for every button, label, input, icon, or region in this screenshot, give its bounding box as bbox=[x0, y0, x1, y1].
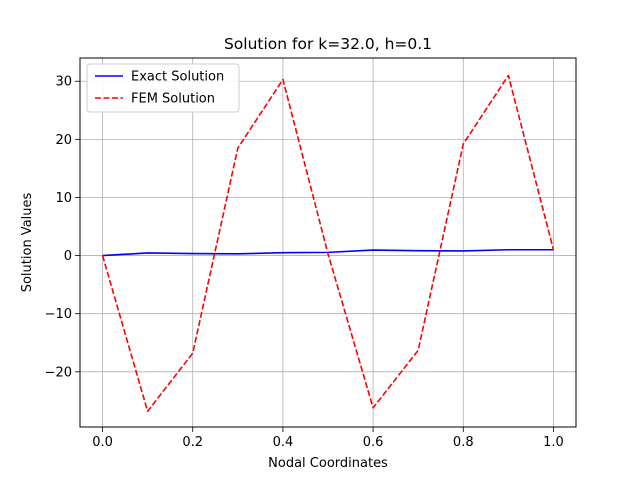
x-axis-label: Nodal Coordinates bbox=[268, 456, 388, 471]
y-axis-label: Solution Values bbox=[20, 192, 35, 292]
x-tick-label: 0.0 bbox=[92, 435, 113, 450]
x-tick-label: 0.8 bbox=[453, 435, 474, 450]
legend-label: Exact Solution bbox=[131, 70, 224, 85]
plot-frame bbox=[79, 57, 577, 428]
series-line-fem-solution bbox=[101, 74, 555, 413]
x-tick-label: 1.0 bbox=[543, 435, 564, 450]
series-layer bbox=[101, 74, 555, 413]
x-tick-label: 0.6 bbox=[363, 435, 384, 450]
legend: Exact Solution FEM Solution bbox=[86, 63, 240, 113]
y-tick-label: 0 bbox=[64, 249, 72, 264]
x-tick-label: 0.2 bbox=[182, 435, 203, 450]
chart-title: Solution for k=32.0, h=0.1 bbox=[224, 35, 432, 53]
y-tick-label: −20 bbox=[45, 365, 72, 380]
legend-box bbox=[86, 63, 240, 113]
y-tick-label: 30 bbox=[55, 75, 72, 90]
y-tick-label: 20 bbox=[55, 133, 72, 148]
x-axis-ticks: 0.0 0.2 0.4 0.6 0.8 1.0 bbox=[92, 427, 564, 450]
y-tick-label: −10 bbox=[45, 307, 72, 322]
x-tick-label: 0.4 bbox=[273, 435, 294, 450]
grid bbox=[80, 58, 576, 427]
legend-label: FEM Solution bbox=[131, 92, 215, 107]
y-axis-ticks: −20 −10 0 10 20 30 bbox=[45, 75, 80, 380]
y-tick-label: 10 bbox=[55, 191, 72, 206]
